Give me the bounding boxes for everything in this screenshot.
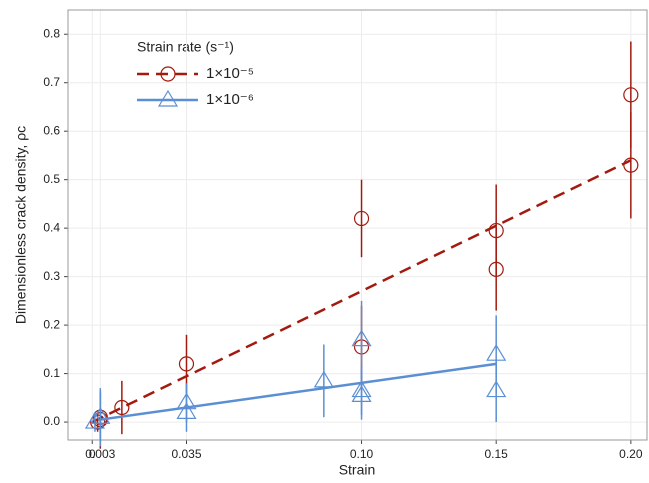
y-tick-label: 0.5 (43, 172, 60, 186)
marker (623, 157, 639, 173)
y-tick-label: 0.6 (43, 123, 60, 137)
marker (351, 329, 372, 347)
y-tick-label: 0.4 (43, 220, 60, 234)
x-tick-label: 0.10 (350, 447, 374, 461)
x-tick-label: 0.20 (619, 447, 643, 461)
marker (178, 356, 195, 372)
marker (90, 407, 111, 424)
x-tick-label: 0 (89, 447, 96, 461)
fit-line (100, 362, 497, 421)
marker (313, 370, 334, 388)
marker (486, 380, 507, 398)
marker (353, 210, 370, 227)
y-tick-label: 0.0 (43, 414, 60, 428)
plot-frame (67, 9, 648, 441)
marker (114, 399, 130, 416)
y-tick-label: 0.8 (43, 26, 60, 40)
marker (84, 411, 105, 429)
legend-title: Strain rate (s⁻¹) (137, 39, 234, 55)
legend-marker (160, 66, 176, 82)
y-tick-label: 0.3 (43, 269, 60, 283)
x-axis-label: Strain (339, 462, 376, 478)
y-axis-label: Dimensionless crack density, ρc (13, 126, 29, 324)
marker (488, 261, 504, 277)
marker (176, 402, 197, 419)
legend-label: 1×10⁻⁵ (206, 65, 254, 82)
y-tick-label: 0.7 (43, 75, 60, 89)
fit-line (91, 159, 632, 424)
x-tick-label: 0.15 (485, 447, 509, 461)
marker (351, 385, 372, 402)
x-tick-label: 0.035 (171, 447, 201, 461)
legend-label: 1×10⁻⁶ (206, 91, 254, 108)
marker (623, 87, 639, 103)
x-tick-label: 0.003 (85, 447, 115, 461)
y-tick-label: 0.2 (43, 317, 60, 331)
legend-marker (157, 89, 179, 107)
y-tick-label: 0.1 (43, 366, 60, 380)
